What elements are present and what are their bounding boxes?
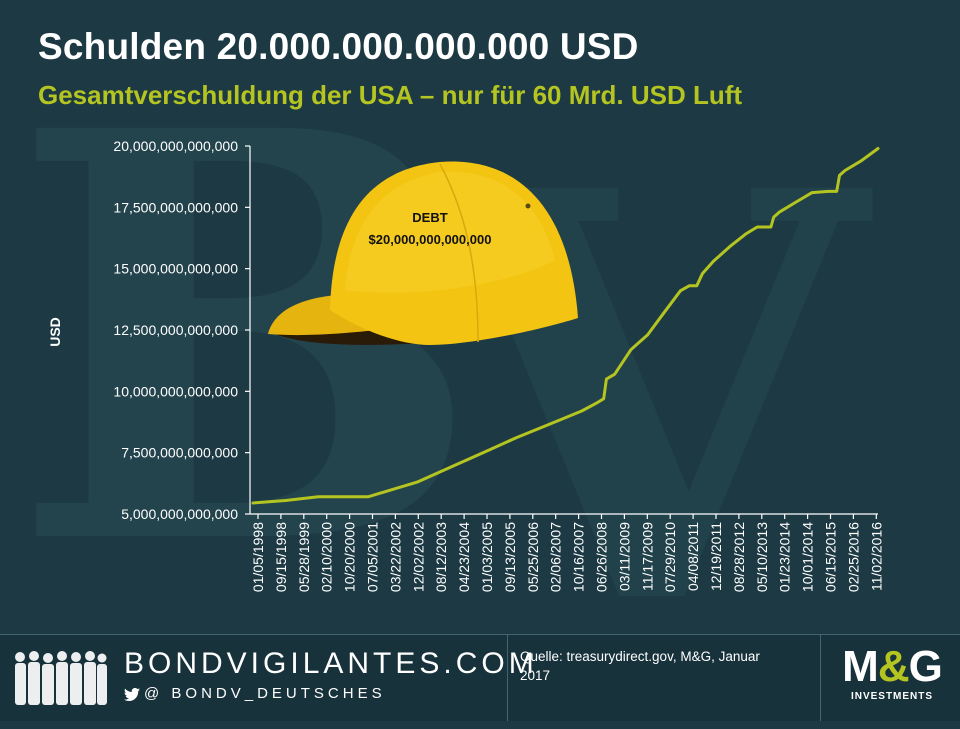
x-tick-label: 08/12/2003 xyxy=(433,522,449,592)
x-tick-label: 07/29/2010 xyxy=(662,522,678,592)
page-title: Schulden 20.000.000.000.000 USD xyxy=(38,26,639,67)
x-tick-label: 11/02/2016 xyxy=(868,522,884,591)
x-tick-label: 05/10/2013 xyxy=(754,522,770,592)
x-tick-label: 09/15/1998 xyxy=(273,522,289,592)
x-tick-label: 12/19/2011 xyxy=(708,522,724,591)
debt-cap-illustration: DEBT $20,000,000,000,000 xyxy=(268,161,578,345)
x-tick-label: 05/25/2006 xyxy=(525,522,541,592)
y-tick-label: 10,000,000,000,000 xyxy=(113,383,238,399)
footer-divider-1 xyxy=(507,635,508,721)
mg-logo-wordmark: M&G xyxy=(842,642,943,691)
y-tick-label: 5,000,000,000,000 xyxy=(121,506,238,522)
x-tick-label: 09/13/2005 xyxy=(502,522,518,592)
x-tick-label: 10/01/2014 xyxy=(800,522,816,592)
x-tick-label: 02/25/2016 xyxy=(845,522,861,592)
footer-divider-2 xyxy=(820,635,821,721)
cap-amount: $20,000,000,000,000 xyxy=(369,232,492,247)
cap-label: DEBT xyxy=(412,210,447,225)
x-tick-label: 03/22/2002 xyxy=(387,522,403,592)
brand-name: BONDVIGILANTES.COM xyxy=(124,647,538,680)
x-tick-label: 10/20/2000 xyxy=(342,522,358,592)
page-subtitle: Gesamtverschuldung der USA – nur für 60 … xyxy=(38,80,743,110)
source-note: Quelle: treasurydirect.gov, M&G, Januar … xyxy=(520,649,760,683)
twitter-bird-icon xyxy=(124,687,140,701)
y-axis-label: USD xyxy=(47,317,63,347)
x-tick-label: 07/05/2001 xyxy=(365,522,381,592)
mg-logo-subtitle: INVESTMENTS xyxy=(850,691,934,702)
x-tick-label: 01/05/1998 xyxy=(250,522,266,592)
cap-eyelet xyxy=(525,203,531,209)
footer-bar: BONDVIGILANTES.COM @ BONDV_DEUTSCHES Que… xyxy=(0,634,960,721)
x-tick-label: 06/26/2008 xyxy=(594,522,610,592)
x-tick-label: 11/17/2009 xyxy=(639,522,655,591)
twitter-handle-text: @ BONDV_DEUTSCHES xyxy=(144,685,386,702)
x-tick-label: 04/08/2011 xyxy=(685,522,701,591)
x-tick-label: 01/23/2014 xyxy=(777,522,793,592)
x-tick-label: 02/10/2000 xyxy=(319,522,335,592)
cap-seam xyxy=(439,163,479,343)
y-tick-label: 17,500,000,000,000 xyxy=(113,199,238,215)
debt-line-chart: DEBT $20,000,000,000,000 20,000,000,000,… xyxy=(47,138,884,592)
people-silhouettes-icon xyxy=(15,651,107,705)
x-tick-label: 04/23/2004 xyxy=(456,522,472,592)
y-tick-label: 12,500,000,000,000 xyxy=(113,322,238,338)
x-tick-label: 06/15/2015 xyxy=(823,522,839,592)
x-tick-label: 01/03/2005 xyxy=(479,522,495,592)
mg-investments-logo: M&G INVESTMENTS xyxy=(836,642,948,703)
x-tick-label: 02/06/2007 xyxy=(548,522,564,592)
x-tick-label: 12/02/2002 xyxy=(410,522,426,592)
x-tick-label: 08/28/2012 xyxy=(731,522,747,592)
series-line-us-debt xyxy=(251,147,880,505)
cap-highlight xyxy=(345,171,555,293)
x-tick-label: 03/11/2009 xyxy=(616,522,632,591)
y-tick-label: 15,000,000,000,000 xyxy=(113,261,238,277)
twitter-handle: @ BONDV_DEUTSCHES xyxy=(124,685,386,702)
x-tick-label: 05/28/1999 xyxy=(296,522,312,592)
y-tick-label: 7,500,000,000,000 xyxy=(121,445,238,461)
y-tick-label: 20,000,000,000,000 xyxy=(113,138,238,154)
x-tick-label: 10/16/2007 xyxy=(571,522,587,592)
